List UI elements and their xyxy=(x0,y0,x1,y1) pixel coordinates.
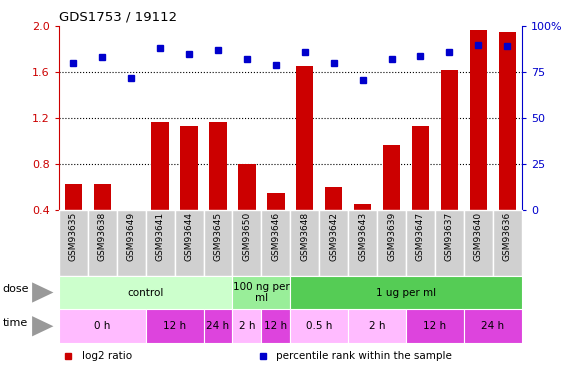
Text: 24 h: 24 h xyxy=(206,321,229,331)
Bar xyxy=(319,210,348,276)
Text: 100 ng per
ml: 100 ng per ml xyxy=(233,282,290,303)
Polygon shape xyxy=(32,282,53,303)
Bar xyxy=(209,122,227,210)
Bar xyxy=(122,210,140,248)
Bar xyxy=(232,276,291,309)
Text: dose: dose xyxy=(3,284,29,294)
Bar xyxy=(383,144,400,210)
Bar xyxy=(348,309,406,343)
Bar xyxy=(406,210,435,276)
Bar xyxy=(291,309,348,343)
Text: GSM93645: GSM93645 xyxy=(214,212,223,261)
Bar xyxy=(464,309,522,343)
Text: time: time xyxy=(3,318,28,328)
Text: 2 h: 2 h xyxy=(369,321,385,331)
Bar xyxy=(59,309,146,343)
Bar xyxy=(499,32,516,210)
Text: GSM93649: GSM93649 xyxy=(127,212,136,261)
Text: 2 h: 2 h xyxy=(238,321,255,331)
Text: 0 h: 0 h xyxy=(94,321,111,331)
Bar xyxy=(325,187,342,210)
Text: GSM93646: GSM93646 xyxy=(272,212,280,261)
Bar xyxy=(59,276,232,309)
Text: log2 ratio: log2 ratio xyxy=(82,351,132,361)
Bar xyxy=(174,210,204,276)
Bar xyxy=(464,210,493,276)
Bar xyxy=(435,210,464,276)
Text: GSM93636: GSM93636 xyxy=(503,212,512,261)
Text: GSM93644: GSM93644 xyxy=(185,212,194,261)
Bar xyxy=(406,309,464,343)
Bar xyxy=(59,210,88,276)
Text: GSM93641: GSM93641 xyxy=(155,212,164,261)
Text: 1 ug per ml: 1 ug per ml xyxy=(376,288,436,297)
Bar xyxy=(377,210,406,276)
Bar xyxy=(441,70,458,210)
Polygon shape xyxy=(32,316,53,336)
Bar xyxy=(232,210,261,276)
Bar xyxy=(151,122,169,210)
Text: GSM93642: GSM93642 xyxy=(329,212,338,261)
Bar xyxy=(291,210,319,276)
Text: 0.5 h: 0.5 h xyxy=(306,321,333,331)
Text: GSM93640: GSM93640 xyxy=(474,212,483,261)
Text: 12 h: 12 h xyxy=(264,321,287,331)
Bar xyxy=(354,204,371,210)
Text: GSM93635: GSM93635 xyxy=(69,212,78,261)
Text: GSM93639: GSM93639 xyxy=(387,212,396,261)
Bar xyxy=(412,126,429,210)
Text: GSM93643: GSM93643 xyxy=(358,212,367,261)
Bar xyxy=(88,210,117,276)
Bar xyxy=(267,193,284,210)
Bar xyxy=(181,126,197,210)
Bar xyxy=(146,309,204,343)
Text: 12 h: 12 h xyxy=(163,321,186,331)
Bar xyxy=(291,276,522,309)
Bar xyxy=(204,210,232,276)
Bar xyxy=(94,184,111,210)
Bar xyxy=(261,210,291,276)
Bar xyxy=(348,210,377,276)
Text: GSM93647: GSM93647 xyxy=(416,212,425,261)
Text: GDS1753 / 19112: GDS1753 / 19112 xyxy=(59,11,177,24)
Bar xyxy=(493,210,522,276)
Bar xyxy=(204,309,232,343)
Text: GSM93637: GSM93637 xyxy=(445,212,454,261)
Bar xyxy=(261,309,291,343)
Text: 12 h: 12 h xyxy=(424,321,447,331)
Text: GSM93638: GSM93638 xyxy=(98,212,107,261)
Bar xyxy=(146,210,174,276)
Text: percentile rank within the sample: percentile rank within the sample xyxy=(277,351,452,361)
Text: control: control xyxy=(127,288,164,297)
Text: 24 h: 24 h xyxy=(481,321,504,331)
Bar xyxy=(296,66,314,210)
Text: GSM93650: GSM93650 xyxy=(242,212,251,261)
Bar xyxy=(470,30,487,210)
Bar xyxy=(65,184,82,210)
Bar xyxy=(117,210,146,276)
Text: GSM93648: GSM93648 xyxy=(300,212,309,261)
Bar xyxy=(238,164,256,210)
Bar xyxy=(232,309,261,343)
